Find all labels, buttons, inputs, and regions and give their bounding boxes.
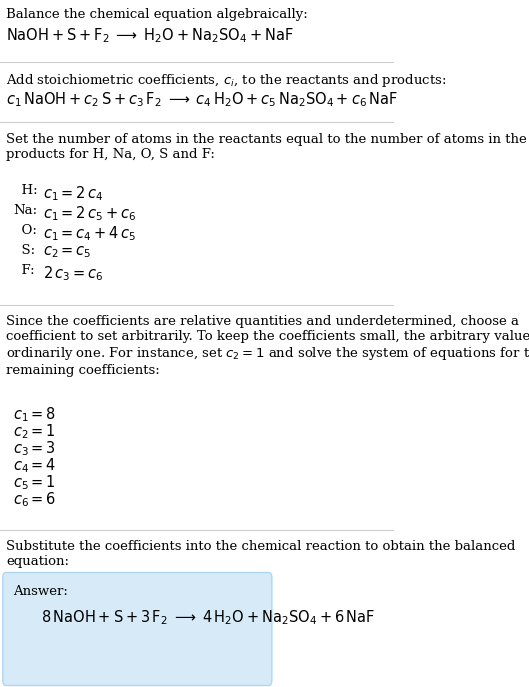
Text: $8\,\mathrm{NaOH + S + 3\,F_2} \;\longrightarrow\; 4\,\mathrm{H_2O + Na_2SO_4 + : $8\,\mathrm{NaOH + S + 3\,F_2} \;\longri… xyxy=(41,608,375,627)
Text: $c_1 = 8$: $c_1 = 8$ xyxy=(13,405,57,424)
Text: $\mathrm{NaOH + S + F_2} \;\longrightarrow\; \mathrm{H_2O + Na_2SO_4 + NaF}$: $\mathrm{NaOH + S + F_2} \;\longrightarr… xyxy=(6,26,294,45)
Text: $c_2 = c_5$: $c_2 = c_5$ xyxy=(43,244,92,260)
Text: $c_1 = c_4 + 4\,c_5$: $c_1 = c_4 + 4\,c_5$ xyxy=(43,224,136,243)
Text: F:: F: xyxy=(13,264,35,277)
Text: Answer:: Answer: xyxy=(13,585,68,598)
Text: Add stoichiometric coefficients, $c_i$, to the reactants and products:: Add stoichiometric coefficients, $c_i$, … xyxy=(6,72,446,89)
Text: S:: S: xyxy=(13,244,35,257)
Text: $c_1 = 2\,c_4$: $c_1 = 2\,c_4$ xyxy=(43,184,104,203)
Text: Balance the chemical equation algebraically:: Balance the chemical equation algebraica… xyxy=(6,8,308,21)
Text: Na:: Na: xyxy=(13,204,38,217)
Text: Since the coefficients are relative quantities and underdetermined, choose a
coe: Since the coefficients are relative quan… xyxy=(6,315,529,377)
Text: $c_1 = 2\,c_5 + c_6$: $c_1 = 2\,c_5 + c_6$ xyxy=(43,204,136,223)
Text: H:: H: xyxy=(13,184,38,197)
FancyBboxPatch shape xyxy=(3,572,272,686)
Text: $c_6 = 6$: $c_6 = 6$ xyxy=(13,490,57,508)
Text: $c_5 = 1$: $c_5 = 1$ xyxy=(13,473,56,492)
Text: $c_4 = 4$: $c_4 = 4$ xyxy=(13,456,57,475)
Text: $2\,c_3 = c_6$: $2\,c_3 = c_6$ xyxy=(43,264,104,282)
Text: Set the number of atoms in the reactants equal to the number of atoms in the
pro: Set the number of atoms in the reactants… xyxy=(6,133,527,161)
Text: $c_3 = 3$: $c_3 = 3$ xyxy=(13,439,56,458)
Text: $c_1\,\mathrm{NaOH} + c_2\,\mathrm{S} + c_3\,\mathrm{F_2} \;\longrightarrow\; c_: $c_1\,\mathrm{NaOH} + c_2\,\mathrm{S} + … xyxy=(6,90,398,109)
Text: $c_2 = 1$: $c_2 = 1$ xyxy=(13,422,56,440)
Text: Substitute the coefficients into the chemical reaction to obtain the balanced
eq: Substitute the coefficients into the che… xyxy=(6,540,515,568)
Text: O:: O: xyxy=(13,224,37,237)
